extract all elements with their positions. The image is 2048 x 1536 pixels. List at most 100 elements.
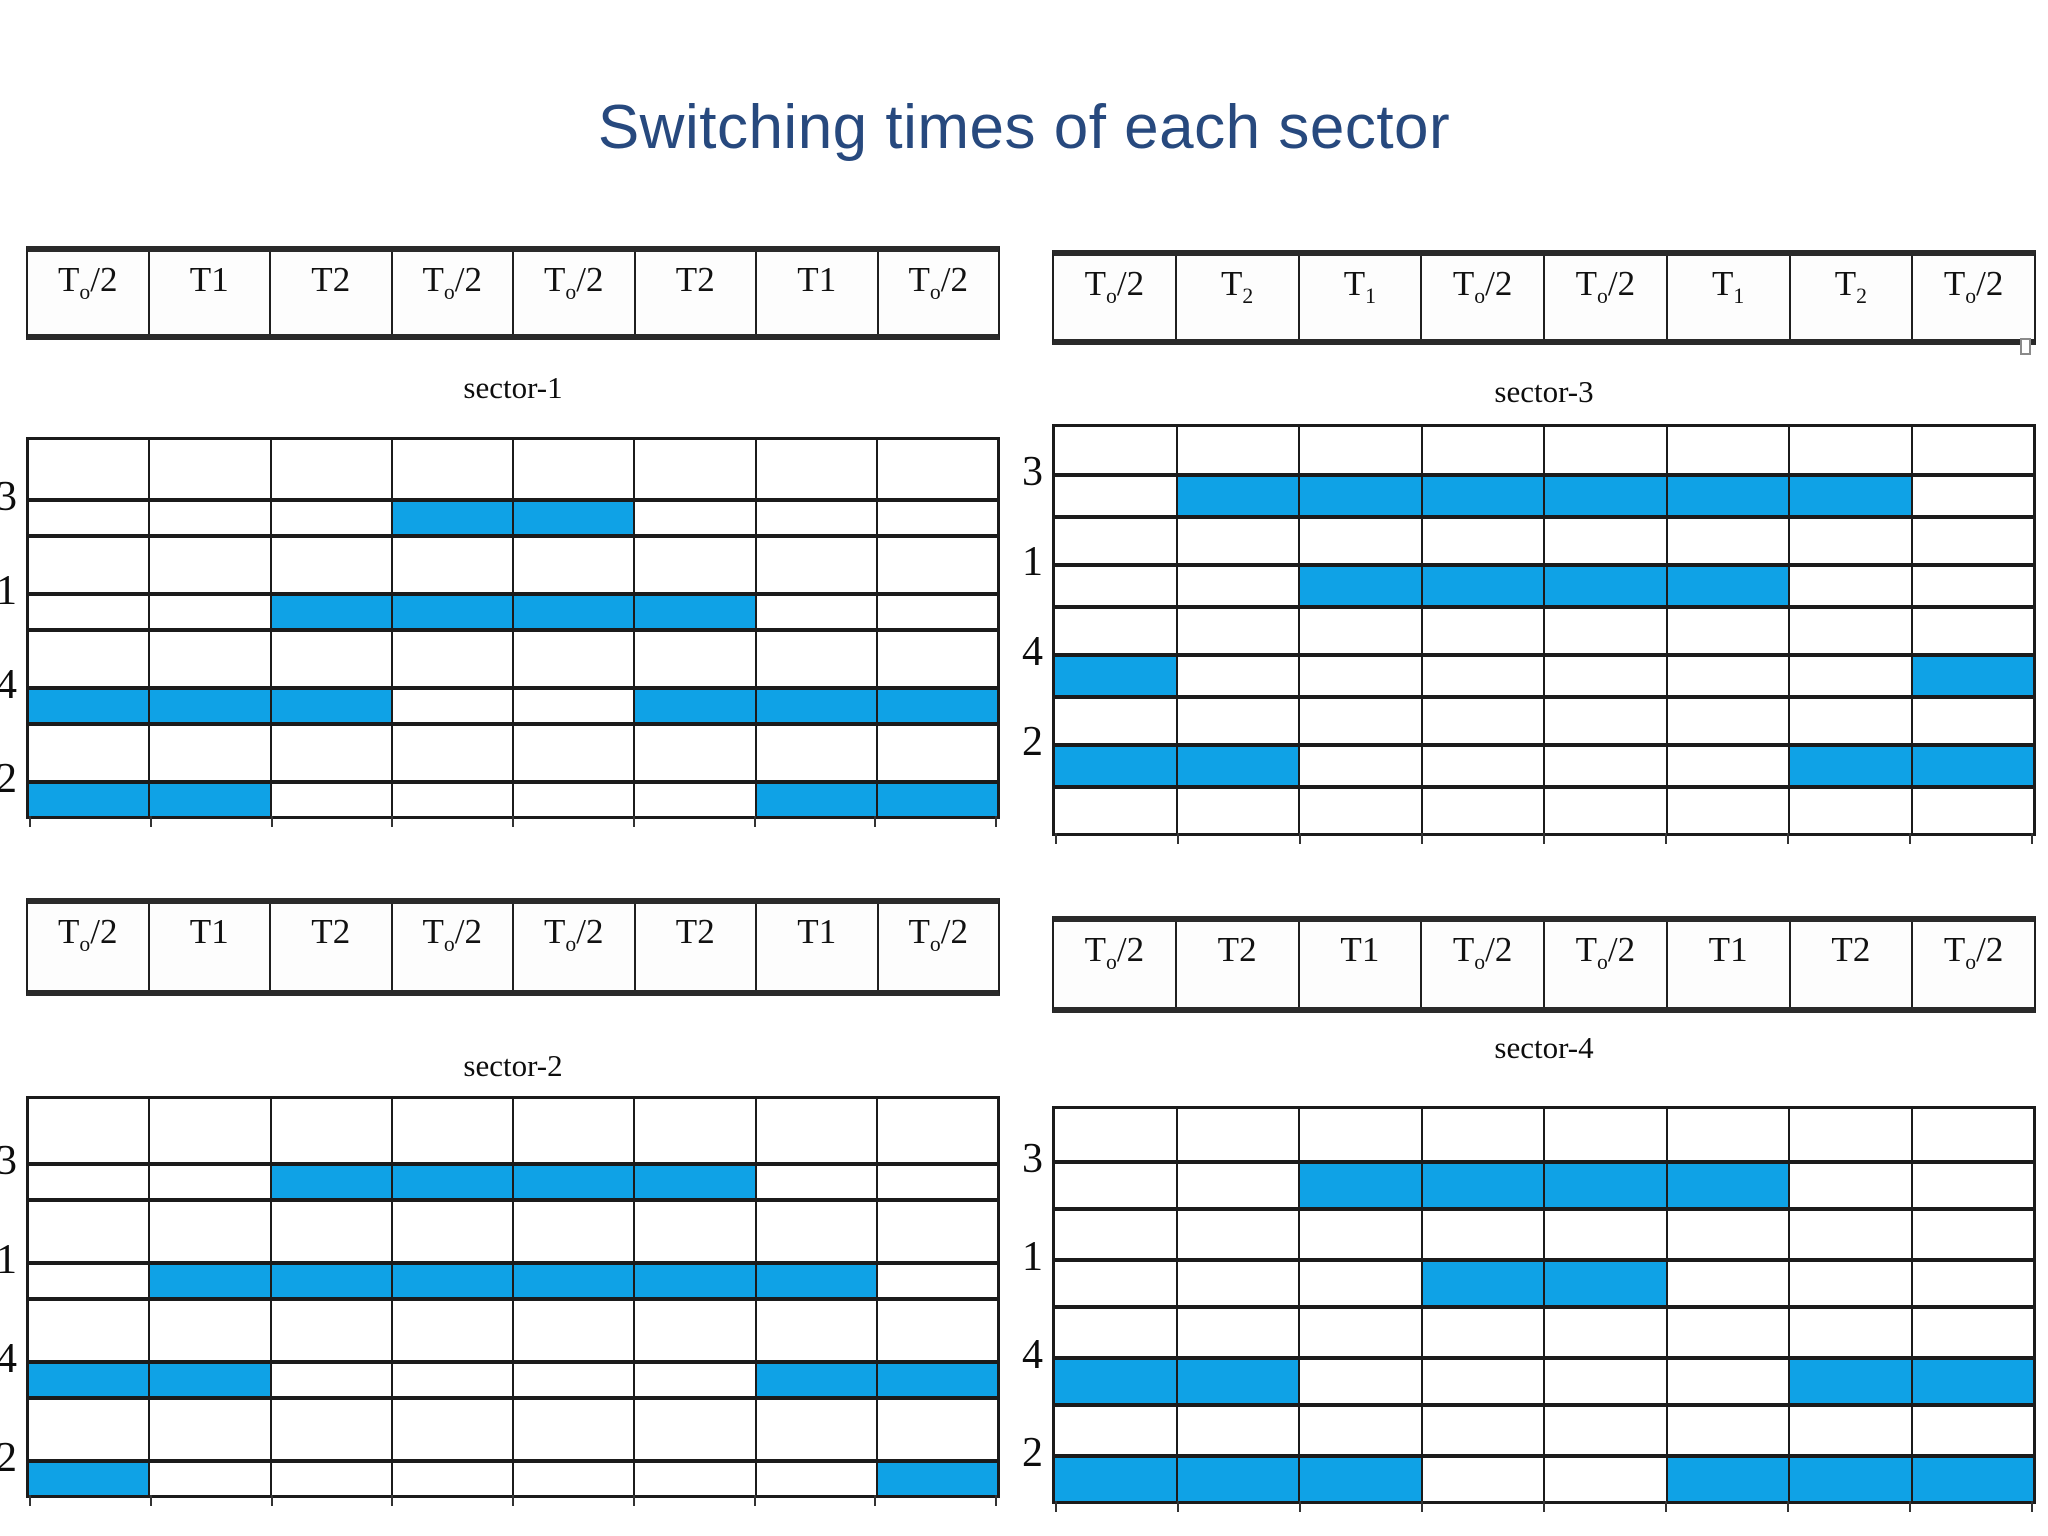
grid-cell	[1910, 427, 2034, 473]
grid-row-spacer	[29, 628, 997, 686]
grid-cell	[1298, 1309, 1421, 1356]
on-interval-cell	[1055, 747, 1176, 785]
on-interval-cell	[1543, 1262, 1666, 1305]
on-interval-cell	[1298, 567, 1421, 605]
grid-cell	[875, 632, 997, 686]
grid-cell	[1910, 1309, 2034, 1356]
header-label-subscript: o	[929, 280, 941, 304]
row-label-phase-1: 1	[0, 568, 17, 615]
on-interval-cell	[633, 690, 755, 722]
off-interval-cell	[754, 502, 876, 534]
header-cell-sector-3-8: To/2	[1911, 256, 2034, 339]
grid-cell	[512, 1099, 633, 1162]
grid-cell	[29, 1202, 148, 1261]
on-interval-cell	[1420, 1164, 1543, 1207]
grid-cell	[390, 632, 512, 686]
grid-cell	[633, 538, 754, 592]
off-interval-cell	[29, 1265, 148, 1297]
header-cell-sector-1-5: To/2	[512, 252, 634, 334]
on-interval-cell	[1543, 1164, 1666, 1207]
off-interval-cell	[1420, 747, 1544, 785]
grid-cell	[1420, 1309, 1544, 1356]
grid-cell	[29, 538, 148, 592]
off-interval-cell	[512, 1364, 633, 1396]
grid-column-stub	[1665, 1501, 1787, 1512]
grid-column-stubs	[1055, 1501, 2033, 1512]
grid-row-phase-3	[29, 1162, 997, 1198]
on-interval-cell	[1298, 477, 1421, 515]
on-interval-cell	[1055, 657, 1176, 695]
grid-cell	[1543, 427, 1666, 473]
grid-column-stub	[1421, 1501, 1543, 1512]
grid-row-spacer	[29, 1297, 997, 1360]
grid-cell	[269, 632, 391, 686]
on-interval-cell	[269, 1166, 391, 1198]
grid-cell	[512, 1202, 633, 1261]
grid-column-stub	[29, 816, 150, 827]
header-cell-sector-2-4: To/2	[390, 904, 513, 990]
grid-cell	[269, 1400, 391, 1459]
off-interval-cell	[633, 1364, 754, 1396]
grid-row-phase-1	[1055, 1258, 2033, 1305]
grid-column-stub	[1299, 1501, 1421, 1512]
off-interval-cell	[148, 502, 269, 534]
grid-cell	[390, 1099, 512, 1162]
grid-row-spacer	[1055, 1305, 2033, 1356]
header-cell-sector-3-3: T1	[1297, 256, 1421, 339]
on-interval-cell	[633, 596, 755, 628]
grid-cell	[1298, 789, 1421, 833]
on-interval-cell	[1420, 1262, 1543, 1305]
row-label-phase-4: 4	[0, 1336, 17, 1383]
off-interval-cell	[29, 1166, 148, 1198]
grid-cell	[1543, 699, 1666, 743]
grid-cell	[1665, 427, 1789, 473]
grid-row-phase-3	[1055, 1160, 2033, 1207]
off-interval-cell	[1910, 1262, 2034, 1305]
off-interval-cell	[269, 502, 391, 534]
off-interval-cell	[1543, 1458, 1666, 1501]
grid-column-stub	[632, 816, 754, 827]
grid-column-stub	[1909, 833, 2033, 844]
grid-row-spacer	[29, 722, 997, 780]
row-label-phase-1: 1	[0, 1237, 17, 1284]
grid-cell	[1420, 789, 1544, 833]
grid-column-stub	[391, 816, 512, 827]
grid-cell	[148, 538, 269, 592]
off-interval-cell	[148, 1166, 269, 1198]
header-cell-sector-3-6: T1	[1665, 256, 1789, 339]
header-cell-sector-4-4: To/2	[1420, 922, 1543, 1007]
on-interval-cell	[1788, 1458, 1911, 1501]
header-cell-sector-2-8: To/2	[876, 904, 999, 990]
off-interval-cell	[1055, 1262, 1176, 1305]
on-interval-cell	[633, 1265, 755, 1297]
grid-column-stub	[512, 1495, 633, 1506]
off-interval-cell	[1298, 1262, 1421, 1305]
grid-cell	[148, 632, 269, 686]
grid-cell	[633, 726, 754, 780]
row-label-phase-2: 2	[0, 756, 17, 803]
grid-cell	[269, 1099, 391, 1162]
grid-cell	[269, 1301, 391, 1360]
off-interval-cell	[754, 1463, 876, 1495]
on-interval-cell	[754, 784, 876, 816]
grid-row-spacer	[1055, 695, 2033, 743]
grid-row-spacer	[29, 1396, 997, 1459]
grid-cell	[1543, 609, 1666, 653]
on-interval-cell	[875, 784, 997, 816]
grid-column-stub	[1299, 833, 1421, 844]
off-interval-cell	[633, 1463, 754, 1495]
off-interval-cell	[875, 1265, 997, 1297]
on-interval-cell	[1665, 1164, 1788, 1207]
off-interval-cell	[269, 1364, 391, 1396]
grid-row-phase-2	[1055, 1454, 2033, 1501]
header-label-subscript: o	[1965, 284, 1977, 308]
grid-column-stub	[391, 1495, 512, 1506]
grid-cell	[1910, 1109, 2034, 1160]
sector-caption-sector-3: sector-3	[1494, 374, 1594, 409]
row-label-phase-2: 2	[1022, 1430, 1043, 1477]
grid-cell	[1543, 1109, 1666, 1160]
grid-cell	[1788, 789, 1911, 833]
grid-cell	[1175, 1211, 1299, 1258]
on-interval-cell	[390, 1166, 512, 1198]
grid-cell	[1055, 1407, 1176, 1454]
